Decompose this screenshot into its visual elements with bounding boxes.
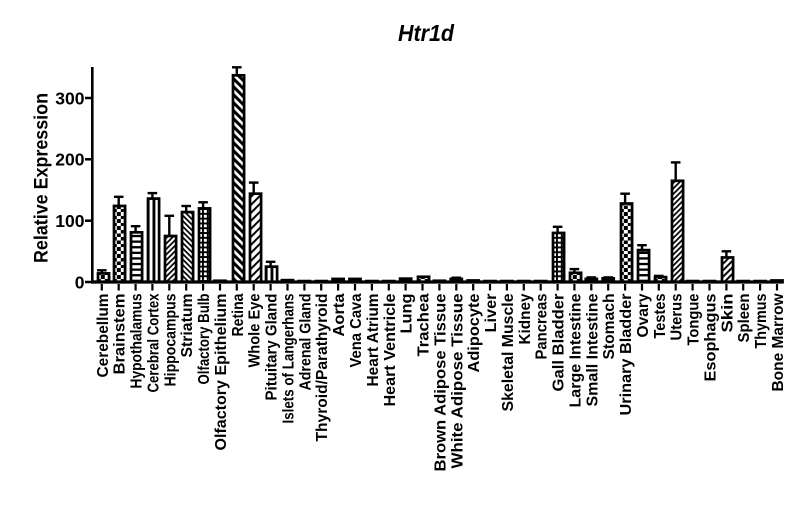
- svg-text:White Adipose Tissue: White Adipose Tissue: [449, 293, 466, 468]
- svg-text:Liver: Liver: [483, 294, 500, 333]
- svg-text:Urinary Bladder: Urinary Bladder: [618, 294, 635, 416]
- svg-text:Esophagus: Esophagus: [703, 293, 720, 381]
- svg-text:Large Intestine: Large Intestine: [567, 293, 584, 407]
- svg-text:Retina: Retina: [230, 293, 247, 336]
- svg-text:Olfactory Bulb: Olfactory Bulb: [196, 294, 213, 385]
- svg-text:Spleen: Spleen: [736, 294, 753, 343]
- svg-text:Uterus: Uterus: [669, 293, 686, 340]
- svg-text:Kidney: Kidney: [517, 293, 534, 344]
- svg-text:Pancreas: Pancreas: [534, 293, 551, 359]
- svg-text:Cerebellum: Cerebellum: [95, 294, 112, 378]
- svg-text:Islets of Langerhans: Islets of Langerhans: [281, 293, 298, 423]
- svg-text:Testes: Testes: [652, 293, 669, 338]
- svg-text:Thyroid/Parathyroid: Thyroid/Parathyroid: [314, 294, 331, 442]
- svg-text:Hippocampus: Hippocampus: [162, 293, 179, 386]
- svg-text:Ovary: Ovary: [635, 293, 652, 337]
- svg-text:Heart Atrium: Heart Atrium: [365, 294, 382, 387]
- svg-text:100: 100: [55, 211, 84, 231]
- svg-text:Adipocyte: Adipocyte: [466, 293, 483, 372]
- svg-text:Adrenal Gland: Adrenal Gland: [297, 294, 314, 391]
- svg-text:Bone Marrow: Bone Marrow: [770, 293, 787, 392]
- svg-text:Htr1d: Htr1d: [398, 20, 455, 46]
- svg-text:Relative Expression: Relative Expression: [31, 93, 53, 263]
- svg-text:Heart Ventricle: Heart Ventricle: [382, 293, 399, 406]
- svg-text:Stomach: Stomach: [601, 294, 618, 360]
- svg-text:Whole Eye: Whole Eye: [247, 293, 264, 367]
- svg-text:200: 200: [55, 150, 84, 170]
- svg-text:Gall Bladder: Gall Bladder: [551, 294, 568, 392]
- svg-text:Pituitary Gland: Pituitary Gland: [264, 294, 281, 401]
- svg-text:Brainstem: Brainstem: [112, 294, 129, 375]
- svg-text:Striatum: Striatum: [179, 294, 196, 358]
- svg-text:Thymus: Thymus: [753, 293, 770, 348]
- svg-text:Tongue: Tongue: [686, 293, 703, 345]
- svg-text:Hypothalamus: Hypothalamus: [129, 293, 146, 388]
- svg-text:Cerebral Cortex: Cerebral Cortex: [145, 293, 162, 392]
- svg-text:Small Intestine: Small Intestine: [584, 293, 601, 406]
- svg-text:Trachea: Trachea: [416, 293, 433, 356]
- svg-text:Olfactory Epithelium: Olfactory Epithelium: [213, 294, 230, 451]
- svg-text:Lung: Lung: [399, 294, 416, 334]
- svg-text:300: 300: [55, 88, 84, 108]
- svg-text:Skeletal Muscle: Skeletal Muscle: [500, 293, 517, 411]
- svg-text:Skin: Skin: [719, 294, 736, 333]
- svg-text:Vena Cava: Vena Cava: [348, 293, 365, 367]
- svg-text:Brown Adipose Tissue: Brown Adipose Tissue: [432, 293, 449, 471]
- svg-text:0: 0: [75, 272, 85, 292]
- svg-text:Aorta: Aorta: [331, 293, 348, 336]
